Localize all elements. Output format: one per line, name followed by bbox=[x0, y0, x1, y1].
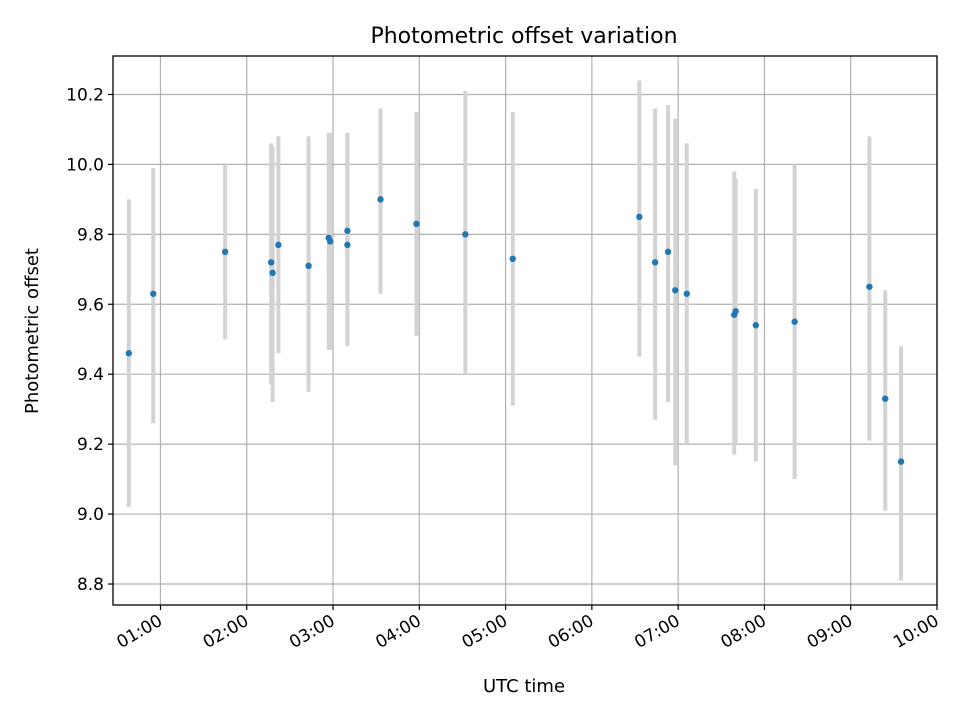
chart-title: Photometric offset variation bbox=[370, 24, 677, 49]
data-point bbox=[866, 283, 873, 290]
data-point bbox=[791, 318, 798, 325]
plot-frame bbox=[112, 55, 938, 606]
y-tick-label: 10.2 bbox=[66, 85, 104, 105]
y-tick-label: 9.2 bbox=[77, 435, 104, 455]
data-point bbox=[897, 458, 905, 465]
data-points bbox=[125, 196, 905, 465]
data-point bbox=[752, 322, 760, 329]
data-point bbox=[305, 262, 312, 270]
data-point bbox=[732, 308, 739, 315]
data-point bbox=[267, 259, 275, 266]
data-point bbox=[275, 241, 282, 249]
data-point bbox=[683, 290, 690, 297]
data-point bbox=[509, 255, 516, 263]
data-point bbox=[413, 220, 420, 228]
data-point bbox=[125, 350, 133, 357]
data-point bbox=[664, 248, 672, 256]
data-point bbox=[344, 241, 351, 249]
data-point bbox=[269, 269, 276, 277]
data-point bbox=[462, 231, 469, 238]
grid bbox=[113, 56, 938, 605]
y-tick-label: 9.6 bbox=[77, 295, 104, 315]
y-tick-label: 10.0 bbox=[66, 155, 104, 175]
data-point bbox=[377, 196, 384, 203]
y-axis-ticks: 8.8 9.0 9.2 9.4 9.6 9.8 10.0 10.2 bbox=[66, 85, 113, 595]
data-point bbox=[326, 238, 334, 245]
data-point bbox=[221, 248, 229, 256]
y-axis-label: Photometric offset bbox=[22, 248, 43, 414]
data-point bbox=[344, 227, 351, 235]
y-tick-label: 8.8 bbox=[77, 575, 104, 595]
y-tick-label: 9.4 bbox=[77, 365, 104, 385]
data-point bbox=[651, 259, 659, 266]
data-point bbox=[150, 290, 157, 297]
x-axis-label: UTC time bbox=[483, 676, 565, 697]
y-tick-label: 9.8 bbox=[77, 225, 104, 245]
y-tick-label: 9.0 bbox=[77, 505, 104, 525]
data-point bbox=[636, 213, 643, 221]
data-point bbox=[882, 395, 889, 402]
data-point bbox=[672, 287, 679, 294]
